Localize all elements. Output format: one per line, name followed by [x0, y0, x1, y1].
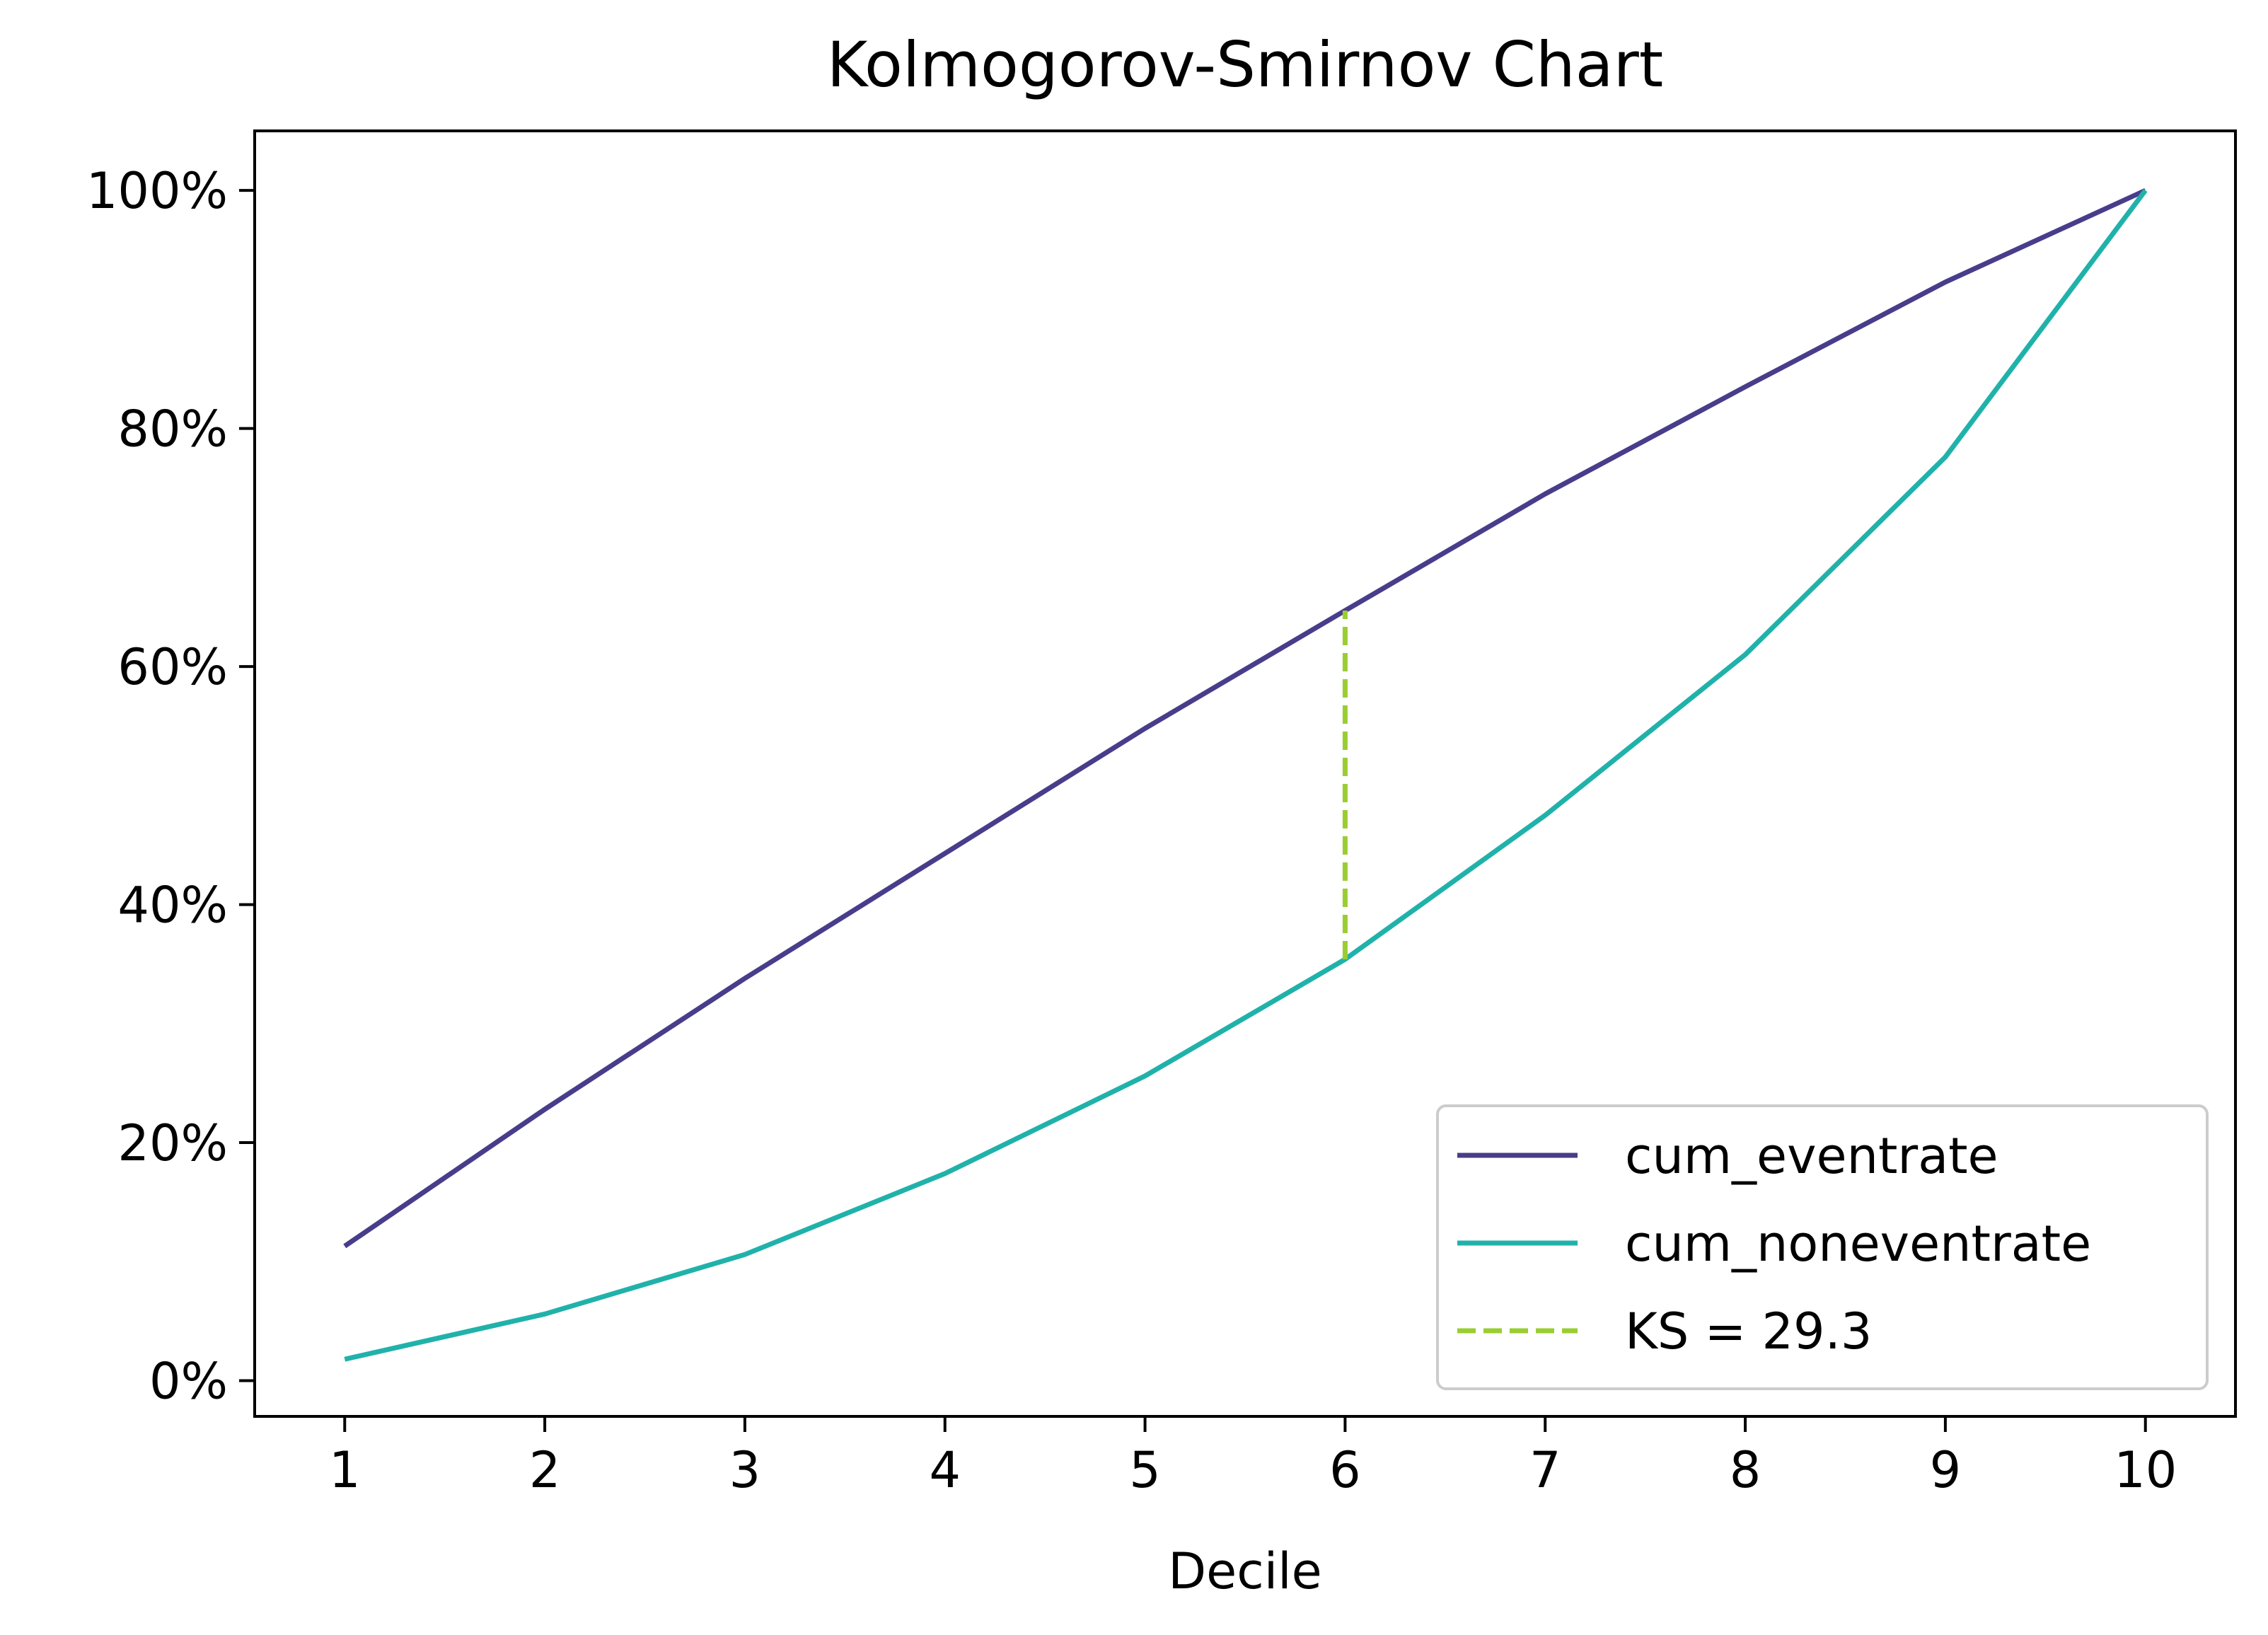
x-tick-label: 9 — [1930, 1441, 1962, 1499]
x-tick-label: 7 — [1529, 1441, 1561, 1499]
x-tick-label: 4 — [929, 1441, 961, 1499]
chart-title: Kolmogorov-Smirnov Chart — [827, 28, 1664, 101]
legend-label: cum_eventrate — [1625, 1127, 1998, 1185]
legend-box — [1436, 1104, 2209, 1390]
x-tick-label: 8 — [1730, 1441, 1761, 1499]
y-tick-label: 20% — [117, 1114, 228, 1172]
legend: cum_eventrate cum_noneventrate KS = 29.3 — [1436, 1104, 2209, 1390]
legend-label: cum_noneventrate — [1625, 1215, 2091, 1273]
axes-frame — [253, 129, 2237, 1418]
y-tick-label: 60% — [117, 638, 228, 696]
y-tick-label: 0% — [149, 1353, 228, 1411]
x-tick-label: 2 — [529, 1441, 561, 1499]
x-tick-label: 6 — [1329, 1441, 1361, 1499]
y-tick-label: 100% — [86, 162, 228, 220]
x-tick-label: 5 — [1129, 1441, 1161, 1499]
plot-area — [343, 187, 2148, 1362]
x-tick-label: 1 — [329, 1441, 361, 1499]
x-axis: 1 2 3 4 5 6 7 8 9 10 — [329, 1416, 2177, 1499]
x-tick-label: 3 — [729, 1441, 761, 1499]
series-line-cum-eventrate — [343, 187, 2147, 1249]
legend-label: KS = 29.3 — [1625, 1302, 1872, 1360]
y-tick-label: 80% — [117, 400, 228, 458]
series-line-cum-noneventrate — [344, 189, 2148, 1362]
y-tick-label: 40% — [117, 877, 228, 935]
y-axis: 0% 20% 40% 60% 80% 100% — [86, 162, 255, 1411]
x-axis-label: Decile — [1168, 1542, 1321, 1600]
x-tick-label: 10 — [2114, 1441, 2177, 1499]
